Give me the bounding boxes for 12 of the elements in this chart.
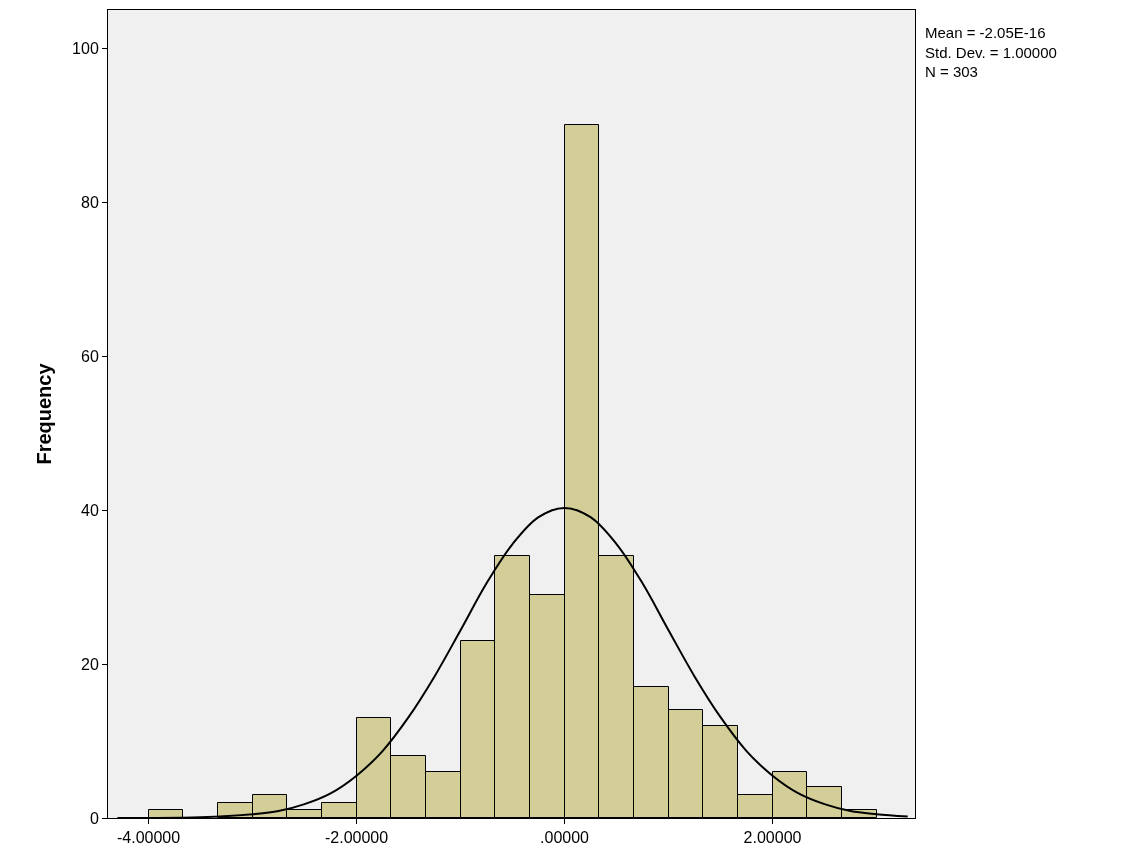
y-tick-label: 0: [89, 809, 99, 827]
y-tick-label: 80: [81, 193, 99, 211]
text: Mean = -2.05E-16 Std. Dev. = 1.00000 N = 303: [925, 24, 1057, 80]
y-tick-label: 60: [81, 347, 99, 365]
y-axis-title: Frequency: [32, 362, 55, 465]
y-tick-label: 40: [81, 501, 99, 519]
x-tick-label: -2.00000: [324, 829, 389, 847]
x-tick-label: .00000: [540, 829, 590, 847]
x-tick-label: 2.00000: [743, 829, 802, 847]
y-tick-label: 100: [72, 40, 99, 58]
x-tick-label: -4.00000: [116, 829, 181, 847]
y-tick-label: 20: [81, 655, 99, 673]
